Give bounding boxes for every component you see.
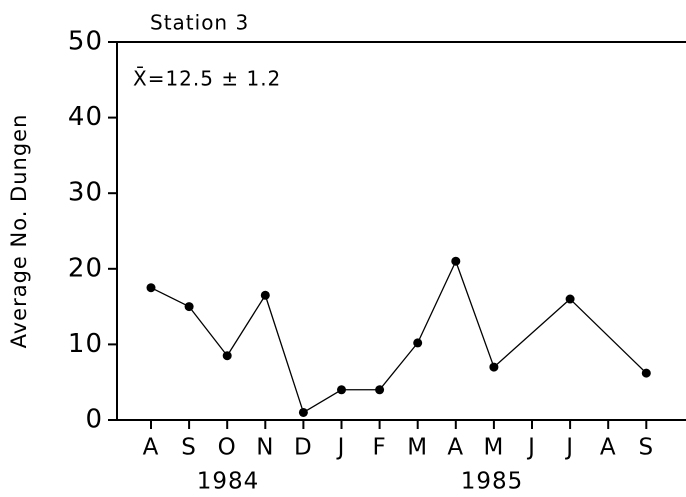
y-tick-label: 10 [68, 329, 103, 359]
point [260, 290, 270, 300]
y-tick-label: 50 [68, 27, 103, 57]
point [565, 294, 575, 304]
line-segment [303, 389, 342, 413]
line-segment [188, 306, 228, 357]
line-segment [493, 298, 571, 368]
chart-title: Station 3 [150, 11, 249, 35]
x-tick-label: M [483, 435, 504, 461]
point [184, 302, 194, 312]
point [146, 283, 156, 293]
point [641, 368, 651, 378]
point [489, 362, 499, 372]
line-segment [569, 298, 647, 374]
x-tick-label: A [447, 435, 464, 461]
x-tick-label: J [526, 435, 536, 461]
point [337, 385, 346, 395]
x-group-label: 1985 [461, 469, 524, 495]
annotation: X̄=12.5 ± 1.2 [133, 66, 281, 91]
x-tick-label: J [564, 435, 574, 461]
x-tick-label: F [372, 435, 386, 461]
y-tick-label: 0 [85, 405, 103, 435]
x-tick-label: S [638, 435, 654, 461]
x-tick-label: N [256, 435, 274, 461]
y-tick-label: 20 [68, 253, 103, 283]
line-segment [455, 261, 495, 368]
plot-frame [116, 41, 686, 421]
line-segment [150, 287, 190, 308]
y-tick-label: 40 [68, 102, 103, 132]
line-segment [264, 295, 305, 413]
point [413, 338, 423, 348]
x-tick-label: A [600, 435, 617, 461]
point [222, 351, 232, 361]
y-axis-label: Average No. Dungen [7, 114, 31, 349]
x-tick-label: D [294, 435, 313, 461]
point [375, 385, 385, 395]
x-tick-label: A [143, 435, 160, 461]
line-segment [226, 294, 266, 357]
x-group-label: 1984 [197, 469, 260, 495]
line-segment [379, 342, 419, 391]
x-tick-label: M [407, 435, 428, 461]
x-tick-label: O [218, 435, 237, 461]
y-tick-label: 30 [68, 178, 103, 208]
x-tick-label: J [336, 435, 346, 461]
line-segment [417, 260, 457, 344]
point [451, 256, 461, 266]
x-tick-label: S [181, 435, 197, 461]
point [298, 407, 308, 417]
